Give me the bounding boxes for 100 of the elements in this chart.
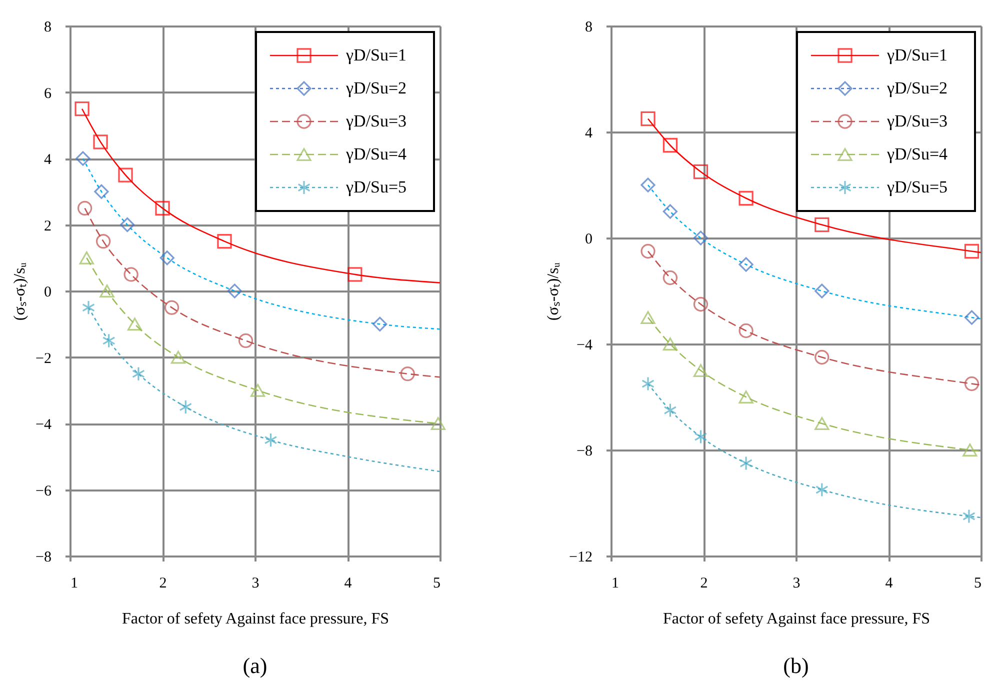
point — [82, 300, 95, 315]
y-tick-label: −4 — [576, 338, 593, 354]
point — [815, 482, 828, 498]
y-tick-label: −12 — [569, 550, 592, 566]
y-tick-label: −4 — [36, 417, 52, 433]
point — [640, 244, 656, 259]
y-tick-label: 2 — [44, 218, 52, 234]
point — [264, 432, 278, 448]
point — [962, 508, 976, 524]
point — [217, 234, 232, 249]
y-tick-label: 0 — [44, 284, 52, 300]
point — [738, 190, 754, 206]
point — [814, 417, 830, 430]
x-tick-label: 2 — [159, 576, 167, 592]
x-tick-label: 2 — [700, 576, 708, 592]
y-tick-label: −8 — [36, 550, 52, 566]
y-tick-label: 8 — [585, 20, 592, 36]
text: (b) — [783, 653, 809, 678]
text: (a) — [242, 653, 268, 678]
point — [124, 267, 138, 282]
point — [250, 384, 266, 397]
point — [694, 429, 708, 444]
point — [738, 257, 754, 272]
point — [814, 284, 830, 298]
legend-label: γD/Su=2 — [886, 78, 948, 98]
x-tick-label: 1 — [70, 576, 78, 592]
point — [662, 204, 678, 219]
point — [662, 138, 678, 153]
legend-label: γD/Su=1 — [886, 46, 948, 64]
point — [964, 376, 980, 392]
point — [127, 318, 142, 331]
point — [738, 323, 754, 338]
point — [740, 456, 753, 471]
x-tick-label: 3 — [792, 576, 800, 592]
y-axis-title: (σₛ-σₜ)/sᵤ — [12, 262, 29, 321]
point — [179, 400, 192, 414]
point — [94, 184, 109, 199]
y-tick-label: 4 — [585, 126, 593, 142]
point — [814, 350, 830, 365]
y-tick-label: −6 — [36, 483, 52, 500]
point — [132, 366, 145, 382]
point — [120, 217, 135, 232]
x-tick-label: 4 — [344, 576, 352, 592]
point — [664, 402, 677, 418]
x-tick-label: 5 — [433, 576, 440, 592]
point — [964, 310, 980, 325]
point — [814, 217, 830, 232]
legend-label: γD/Su=3 — [886, 112, 948, 130]
point — [372, 316, 388, 332]
point — [962, 444, 978, 456]
point — [76, 151, 90, 166]
point — [400, 366, 415, 382]
point — [102, 333, 116, 348]
point — [155, 200, 170, 216]
point — [640, 178, 656, 192]
legend-label: γD/Su=4 — [345, 144, 408, 164]
y-tick-label: −2 — [36, 350, 52, 367]
legend-label: γD/Su=3 — [345, 112, 407, 130]
point — [77, 200, 92, 216]
x-tick-label: 5 — [974, 576, 982, 592]
y-tick-label: −8 — [576, 444, 592, 460]
point — [164, 300, 180, 315]
x-tick-label: 4 — [885, 576, 894, 592]
y-tick-label: 8 — [44, 20, 52, 36]
point — [348, 267, 362, 282]
point — [238, 333, 254, 348]
point — [74, 101, 90, 116]
point — [227, 284, 242, 298]
point — [160, 250, 174, 266]
point — [642, 376, 654, 392]
y-tick-label: 0 — [585, 232, 592, 248]
x-axis-title: Factor of sefety Against face pressure, FS — [122, 610, 390, 628]
point — [118, 168, 133, 182]
point — [964, 244, 980, 259]
legend-label: γD/Su=4 — [886, 144, 948, 164]
x-axis-title: Factor of sefety Against face pressure, FS — [662, 610, 930, 628]
y-axis-title: (σₛ-σₜ)/sᵤ — [545, 262, 562, 321]
legend-label: γD/Su=2 — [345, 78, 407, 98]
point — [640, 311, 656, 324]
legend-label: γD/Su=5 — [886, 178, 948, 196]
point — [640, 111, 656, 126]
legend-label: γD/Su=1 — [345, 46, 407, 64]
point — [693, 364, 708, 377]
y-tick-label: 4 — [44, 152, 52, 168]
x-tick-label: 3 — [252, 576, 260, 592]
x-tick-label: 1 — [612, 576, 619, 592]
point — [662, 338, 678, 350]
point — [93, 134, 108, 150]
y-tick-label: 6 — [44, 86, 52, 102]
point — [662, 270, 678, 286]
point — [738, 390, 754, 404]
point — [693, 230, 708, 246]
point — [430, 417, 446, 430]
point — [79, 251, 94, 264]
point — [170, 350, 186, 364]
point — [693, 164, 708, 180]
legend-label: γD/Su=5 — [345, 178, 407, 196]
point — [693, 296, 708, 312]
point — [100, 284, 114, 298]
point — [96, 234, 111, 249]
